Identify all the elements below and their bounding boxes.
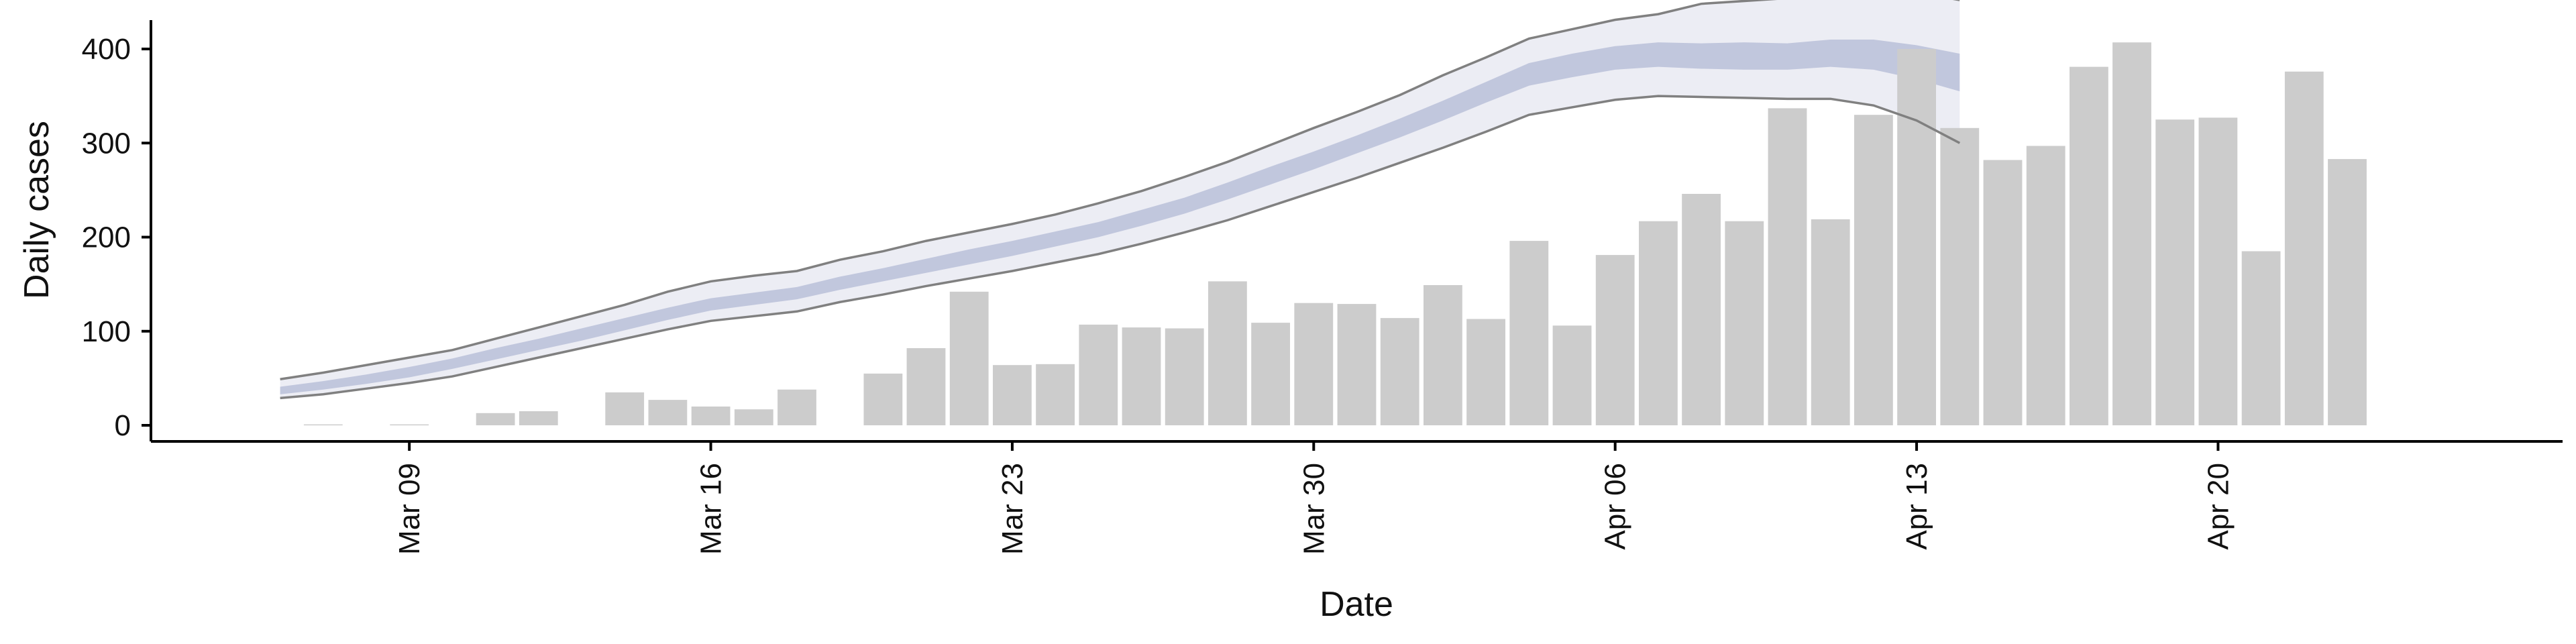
y-tick-label-100: 100 — [82, 315, 131, 348]
inner-interval-band — [280, 39, 1960, 394]
bar-2020-03-21 — [906, 348, 946, 425]
x-axis-title: Date — [1320, 585, 1393, 624]
y-tick-label-200: 200 — [82, 221, 131, 254]
bar-2020-04-05 — [1552, 325, 1592, 425]
bar-2020-03-27 — [1165, 328, 1204, 425]
x-tick-label-2020-03-16: Mar 16 — [695, 463, 728, 555]
bar-2020-04-10 — [1768, 108, 1807, 425]
x-tick-label-2020-04-13: Apr 13 — [1900, 463, 1933, 550]
outer-interval-band — [280, 0, 1960, 398]
bar-2020-04-12 — [1854, 115, 1893, 425]
x-tick-label-2020-04-06: Apr 06 — [1599, 463, 1632, 550]
bar-2020-04-02 — [1424, 285, 1462, 425]
bar-2020-04-18 — [2112, 42, 2151, 425]
bar-2020-04-04 — [1509, 241, 1549, 425]
bar-2020-03-22 — [949, 291, 989, 425]
bar-2020-04-14 — [1940, 127, 1980, 426]
bar-2020-04-17 — [2070, 66, 2108, 426]
bar-2020-03-30 — [1294, 303, 1334, 425]
y-axis: 0 100 200 300 400 — [82, 20, 152, 442]
y-axis-title: Daily cases — [17, 121, 56, 299]
interval-lines — [280, 0, 1961, 400]
bar-2020-03-07 — [303, 424, 343, 426]
bar-2020-03-29 — [1251, 323, 1290, 425]
bar-2020-04-16 — [2026, 146, 2065, 425]
bar-2020-03-31 — [1337, 304, 1377, 425]
bar-2020-03-23 — [993, 365, 1032, 425]
bar-2020-03-20 — [863, 373, 903, 425]
bar-2020-03-15 — [648, 400, 688, 425]
y-tick-label-0: 0 — [115, 409, 131, 442]
estimate-bands — [280, 0, 1960, 398]
bar-2020-04-15 — [1983, 160, 2023, 425]
lower-interval-line — [280, 95, 1961, 400]
bar-2020-04-11 — [1811, 219, 1850, 425]
bar-2020-03-11 — [476, 413, 515, 425]
bar-2020-04-23 — [2328, 159, 2367, 425]
bar-2020-04-03 — [1466, 319, 1505, 425]
bar-2020-04-07 — [1639, 221, 1678, 425]
x-tick-label-2020-03-09: Mar 09 — [393, 463, 426, 555]
bar-2020-04-08 — [1682, 194, 1721, 425]
bar-2020-03-16 — [691, 407, 731, 425]
bar-2020-04-09 — [1725, 221, 1764, 425]
bar-2020-04-01 — [1380, 318, 1419, 425]
bar-2020-03-09 — [390, 424, 429, 426]
bar-2020-03-28 — [1208, 281, 1247, 425]
bar-2020-04-19 — [2155, 119, 2195, 425]
bar-2020-03-25 — [1079, 324, 1118, 425]
x-tick-label-2020-03-23: Mar 23 — [996, 463, 1029, 555]
bar-2020-04-06 — [1595, 255, 1635, 425]
x-axis: Mar 09 Mar 16 Mar 23 Mar 30 Apr 06 Apr 13 Apr … — [151, 440, 2563, 555]
bar-2020-03-12 — [519, 411, 558, 425]
bar-2020-03-18 — [777, 389, 816, 425]
bar-2020-03-24 — [1036, 364, 1075, 425]
bar-2020-04-22 — [2284, 71, 2324, 425]
bar-2020-04-20 — [2198, 117, 2238, 425]
bar-series — [303, 42, 2367, 426]
y-tick-label-400: 400 — [82, 33, 131, 66]
upper-interval-line — [280, 0, 1960, 381]
bar-2020-04-21 — [2241, 251, 2281, 425]
bar-2020-04-13 — [1897, 49, 1936, 425]
x-tick-label-2020-03-30: Mar 30 — [1297, 463, 1330, 555]
x-tick-label-2020-04-20: Apr 20 — [2202, 463, 2235, 550]
y-tick-label-300: 300 — [82, 127, 131, 160]
bar-2020-03-14 — [605, 392, 645, 425]
bar-2020-03-17 — [734, 409, 773, 425]
bar-2020-03-26 — [1122, 327, 1161, 425]
